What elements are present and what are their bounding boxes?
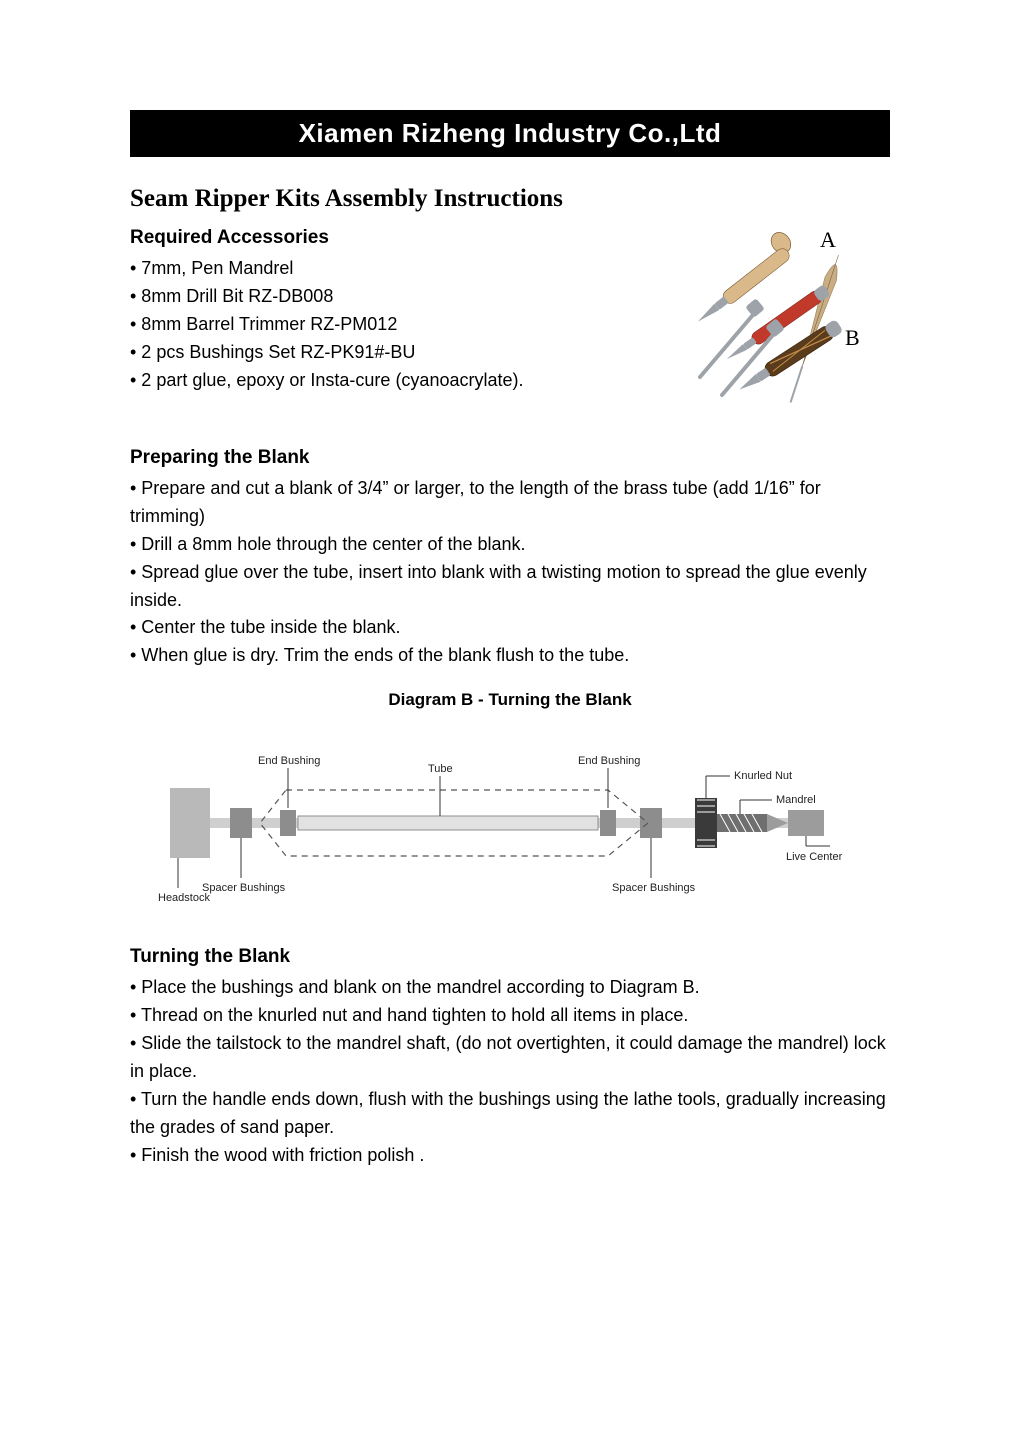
turning-section: Turning the Blank • Place the bushings a… (130, 946, 890, 1169)
turning-heading: Turning the Blank (130, 946, 890, 968)
diag-label-mandrel: Mandrel (776, 794, 816, 806)
product-illustration: A B (680, 227, 890, 447)
company-header: Xiamen Rizheng Industry Co.,Ltd (130, 110, 890, 157)
diag-label-livecenter: Live Center (786, 851, 843, 863)
required-item: • 8mm Drill Bit RZ-DB008 (130, 283, 660, 311)
diag-label-spacer-l: Spacer Bushings (202, 882, 286, 894)
turning-item: • Turn the handle ends down, flush with … (130, 1086, 890, 1142)
diagram-b: End Bushing Tube End Bushing Knurled Nut… (130, 728, 890, 918)
diag-label-spacer-r: Spacer Bushings (612, 882, 696, 894)
required-item: • 2 part glue, epoxy or Insta-cure (cyan… (130, 367, 660, 395)
diag-label-headstock: Headstock (158, 892, 210, 904)
turning-item: • Thread on the knurled nut and hand tig… (130, 1002, 890, 1030)
preparing-heading: Preparing the Blank (130, 447, 890, 469)
required-item: • 8mm Barrel Trimmer RZ-PM012 (130, 311, 660, 339)
turning-item: • Place the bushings and blank on the ma… (130, 974, 890, 1002)
diag-label-endbushing-r: End Bushing (578, 755, 640, 767)
turning-item: • Finish the wood with friction polish . (130, 1142, 890, 1170)
preparing-item: • Prepare and cut a blank of 3/4” or lar… (130, 475, 890, 531)
preparing-item: • Spread glue over the tube, insert into… (130, 559, 890, 615)
preparing-item: • Center the tube inside the blank. (130, 614, 890, 642)
diag-label-endbushing-l: End Bushing (258, 755, 320, 767)
page-title: Seam Ripper Kits Assembly Instructions (130, 185, 890, 213)
label-a: A (820, 227, 836, 252)
required-heading: Required Accessories (130, 227, 660, 249)
required-item: • 7mm, Pen Mandrel (130, 255, 660, 283)
preparing-item: • When glue is dry. Trim the ends of the… (130, 642, 890, 670)
label-b: B (845, 325, 860, 350)
preparing-section: Preparing the Blank • Prepare and cut a … (130, 447, 890, 670)
preparing-item: • Drill a 8mm hole through the center of… (130, 531, 890, 559)
diagram-b-title: Diagram B - Turning the Blank (130, 690, 890, 710)
turning-item: • Slide the tailstock to the mandrel sha… (130, 1030, 890, 1086)
diag-label-tube: Tube (428, 763, 453, 775)
diag-label-knurled: Knurled Nut (734, 770, 792, 782)
required-accessories-section: Required Accessories • 7mm, Pen Mandrel … (130, 227, 660, 394)
required-item: • 2 pcs Bushings Set RZ-PK91#-BU (130, 339, 660, 367)
